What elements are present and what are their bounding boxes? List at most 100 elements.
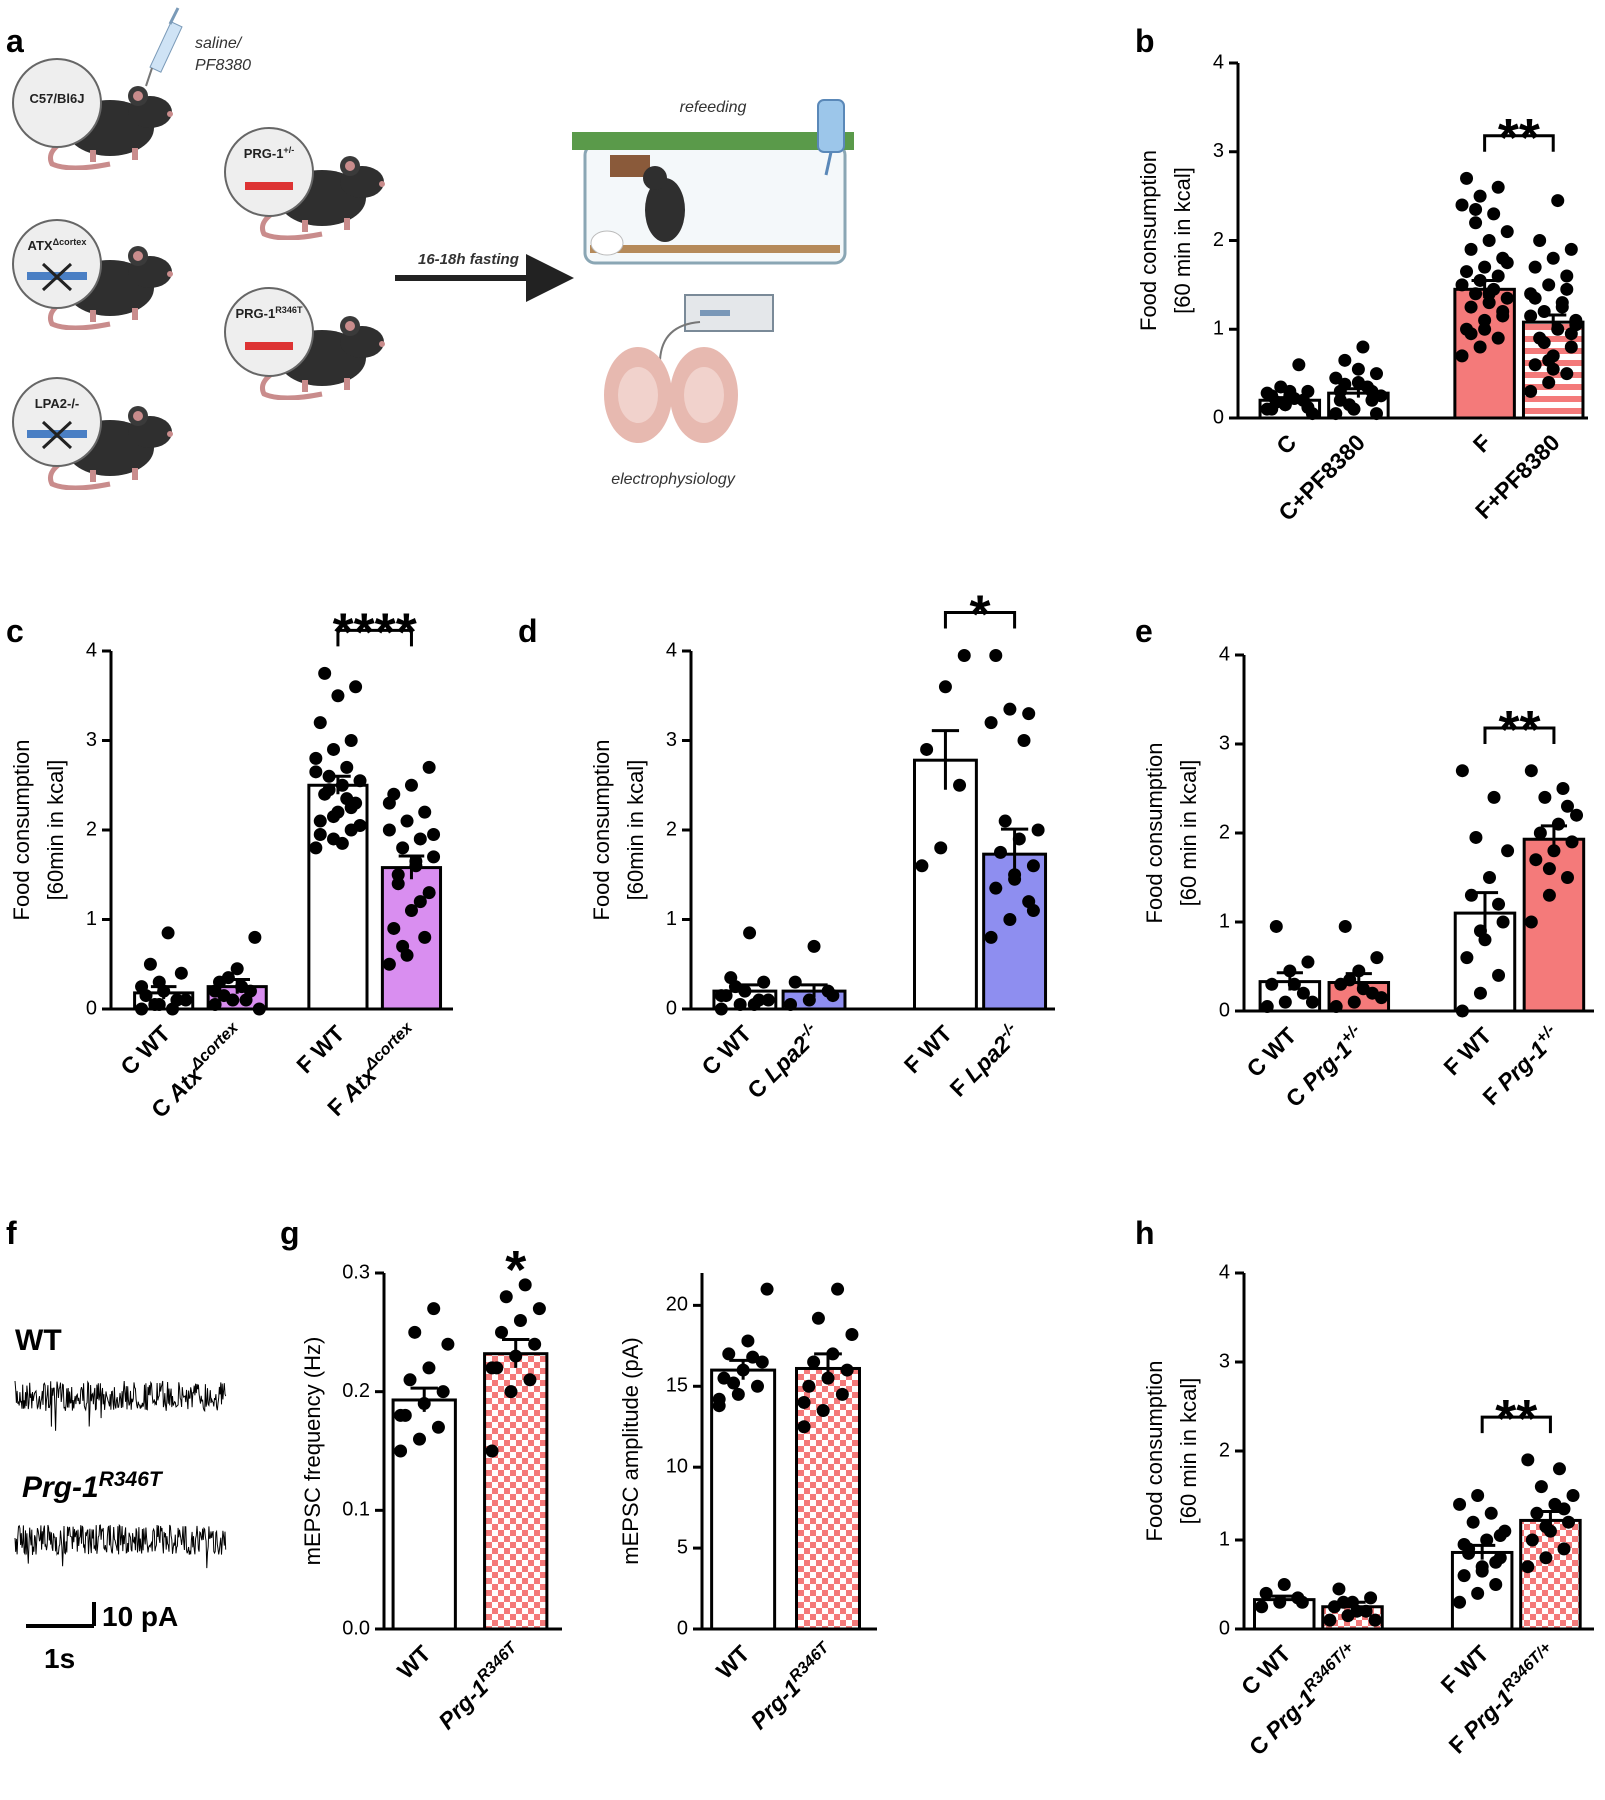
data-point bbox=[957, 648, 971, 662]
data-point bbox=[1464, 888, 1478, 902]
data-point bbox=[1471, 1489, 1485, 1502]
data-point bbox=[404, 778, 418, 792]
y-tick-label: 0 bbox=[86, 997, 97, 1019]
data-point bbox=[1500, 291, 1514, 305]
significance-label: * bbox=[505, 1240, 526, 1300]
genotype-badge bbox=[224, 287, 314, 377]
data-point bbox=[1469, 216, 1483, 230]
current-trace bbox=[14, 1523, 227, 1569]
data-point bbox=[802, 1379, 816, 1393]
text-part: F WT bbox=[1438, 1022, 1496, 1080]
data-point bbox=[1542, 278, 1556, 292]
data-point bbox=[427, 1302, 441, 1316]
x-tick-label: C WT bbox=[115, 1020, 175, 1080]
panel-label: b bbox=[1135, 23, 1155, 59]
data-point bbox=[396, 841, 410, 855]
data-point bbox=[1533, 826, 1547, 840]
x-tick-label: WT bbox=[392, 1640, 436, 1684]
y-tick-label: 0 bbox=[677, 1617, 688, 1639]
y-axis-label: [60 min in kcal] bbox=[1176, 1378, 1201, 1525]
data-point bbox=[1560, 799, 1574, 813]
genotype-label: PRG-1R346T bbox=[235, 305, 302, 321]
text-part: F bbox=[1468, 429, 1496, 457]
data-point bbox=[391, 877, 405, 891]
data-point bbox=[1560, 269, 1574, 283]
error-bar bbox=[800, 983, 828, 998]
data-point bbox=[1565, 835, 1579, 849]
data-point bbox=[327, 810, 341, 824]
text-part: F WT bbox=[899, 1020, 957, 1078]
data-point bbox=[408, 1325, 422, 1339]
x-tick-label: F WT bbox=[899, 1020, 957, 1078]
x-tick-label: Prg-1R346T bbox=[744, 1638, 840, 1734]
data-point bbox=[1478, 322, 1492, 336]
data-point bbox=[1566, 1489, 1580, 1502]
data-point bbox=[1031, 823, 1045, 837]
data-point bbox=[712, 1392, 726, 1406]
data-point bbox=[404, 904, 418, 918]
data-point bbox=[845, 1327, 859, 1341]
data-point bbox=[722, 1347, 736, 1361]
data-point bbox=[1524, 309, 1538, 323]
data-point bbox=[1473, 340, 1487, 354]
data-point bbox=[335, 836, 349, 850]
data-point bbox=[1493, 1529, 1507, 1543]
data-point bbox=[1492, 968, 1506, 982]
data-point bbox=[1546, 362, 1560, 376]
text-part: F WT bbox=[291, 1020, 349, 1078]
data-point bbox=[485, 1444, 499, 1458]
data-point bbox=[1492, 897, 1506, 911]
data-point bbox=[1469, 830, 1483, 844]
data-point bbox=[1524, 915, 1538, 929]
significance-label: ** bbox=[1495, 1389, 1537, 1449]
data-point bbox=[989, 648, 1003, 662]
data-point bbox=[1538, 790, 1552, 804]
y-tick-label: 3 bbox=[1213, 140, 1224, 162]
data-point bbox=[436, 1385, 450, 1399]
data-point bbox=[1528, 260, 1542, 274]
scale-label: 1s bbox=[44, 1643, 75, 1674]
data-point bbox=[1305, 995, 1319, 1009]
cage bbox=[572, 99, 854, 265]
data-point bbox=[1260, 386, 1274, 400]
data-point bbox=[1478, 260, 1492, 274]
data-point bbox=[1471, 1586, 1485, 1600]
data-point bbox=[135, 980, 149, 994]
panel-label: d bbox=[518, 613, 538, 649]
significance-bracket bbox=[1480, 1415, 1552, 1434]
data-point bbox=[518, 1278, 532, 1292]
text-part: Δcortex bbox=[361, 1018, 417, 1074]
data-point bbox=[179, 993, 193, 1007]
panel-label: f bbox=[6, 1215, 17, 1251]
data-point bbox=[1351, 362, 1365, 376]
scale-label: 10 pA bbox=[102, 1601, 178, 1632]
data-point bbox=[1562, 1515, 1576, 1529]
genotype-label: LPA2-/- bbox=[35, 396, 80, 411]
genotype-label: ATXΔcortex bbox=[28, 237, 87, 253]
y-axis-label: [60 min in kcal] bbox=[1176, 760, 1201, 907]
data-point bbox=[760, 1282, 774, 1296]
data-point bbox=[816, 1404, 830, 1418]
error-bar bbox=[1540, 313, 1567, 330]
data-point bbox=[1462, 1546, 1476, 1560]
data-point bbox=[1560, 871, 1574, 884]
y-tick-label: 15 bbox=[666, 1375, 688, 1397]
y-tick-label: 10 bbox=[666, 1455, 688, 1477]
data-point bbox=[1460, 171, 1474, 185]
y-tick-label: 2 bbox=[1219, 1439, 1230, 1461]
data-point bbox=[1555, 300, 1569, 314]
genotype-badge bbox=[12, 377, 102, 467]
text-part: WT bbox=[711, 1640, 755, 1684]
data-point bbox=[441, 1337, 455, 1351]
data-point bbox=[1296, 986, 1310, 1000]
data-point bbox=[755, 1355, 769, 1369]
data-point bbox=[717, 1371, 731, 1385]
data-point bbox=[1295, 1595, 1309, 1609]
text-part: PRG-1 bbox=[244, 146, 284, 161]
y-tick-label: 0 bbox=[1213, 406, 1224, 428]
data-point bbox=[313, 827, 327, 841]
error-bar bbox=[1537, 1510, 1564, 1530]
data-point bbox=[309, 751, 323, 765]
error-bar bbox=[502, 1337, 530, 1368]
